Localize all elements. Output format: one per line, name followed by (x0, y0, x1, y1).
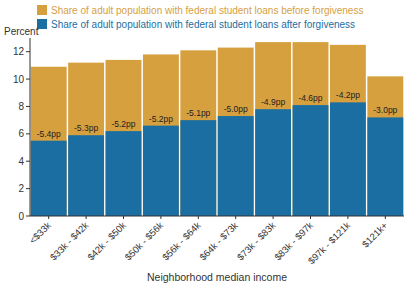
y-tick-label: 0 (18, 211, 24, 222)
x-axis-label: Neighborhood median income (147, 271, 287, 283)
x-tick-label: $50k - $56k (122, 219, 165, 262)
legend: Share of adult population with federal s… (37, 5, 363, 30)
bar (143, 126, 179, 216)
bar (330, 102, 366, 216)
bar (180, 120, 216, 216)
y-tick (26, 51, 30, 52)
legend-swatch (37, 19, 47, 29)
bar (330, 45, 366, 216)
annotation: -4.6pp (298, 93, 322, 103)
bar (180, 50, 216, 216)
annotation: -4.2pp (336, 90, 360, 100)
annotation: -5.3pp (74, 123, 98, 133)
bar (218, 116, 254, 216)
bar (143, 54, 179, 216)
y-tick-label: 12 (13, 46, 25, 57)
x-tick (86, 216, 87, 219)
x-tick-label: $33k - $42k (48, 219, 91, 262)
y-tick (26, 216, 30, 217)
x-tick-label: <$33k (27, 219, 53, 245)
bar (106, 60, 142, 216)
bar (367, 76, 403, 216)
bar (255, 42, 291, 216)
x-tick-label: $97k - $121k (306, 219, 353, 266)
legend-label: Share of adult population with federal s… (51, 5, 363, 16)
legend-label: Share of adult population with federal s… (51, 19, 355, 30)
bar (106, 131, 142, 216)
x-tick-label: $121k+ (360, 219, 390, 249)
x-tick (160, 216, 161, 219)
annotation: -3.0pp (373, 105, 397, 115)
y-tick-label: 8 (18, 101, 24, 112)
chart: Share of adult population with federal s… (0, 0, 408, 288)
x-tick (235, 216, 236, 219)
bar (68, 135, 104, 216)
bar (68, 63, 104, 216)
annotation: -5.4pp (37, 129, 61, 139)
bar (293, 42, 329, 216)
x-tick-label: $73k - $83k (235, 219, 278, 262)
y-tick (26, 161, 30, 162)
x-tick-label: $56k - $64k (160, 219, 203, 262)
bar (255, 109, 291, 216)
x-tick-label: $64k - $73k (197, 219, 240, 262)
x-tick (347, 216, 348, 219)
y-tick-label: 6 (18, 128, 24, 139)
x-tick (273, 216, 274, 219)
x-tick (198, 216, 199, 219)
x-tick (48, 216, 49, 219)
y-tick (26, 133, 30, 134)
bar (31, 67, 67, 216)
annotation: -4.9pp (261, 97, 285, 107)
y-tick (26, 188, 30, 189)
bar (367, 117, 403, 216)
x-tick (310, 216, 311, 219)
x-tick (123, 216, 124, 219)
bar (218, 48, 254, 216)
annotation: -5.2pp (149, 114, 173, 124)
y-tick (26, 79, 30, 80)
y-tick-label: 2 (18, 183, 24, 194)
y-axis-label: Percent (4, 26, 39, 37)
bars (31, 42, 404, 216)
annotation: -5.0pp (224, 104, 248, 114)
bar (31, 141, 67, 216)
bar (293, 105, 329, 216)
y-axis (30, 38, 31, 216)
annotation: -5.2pp (111, 119, 135, 129)
annotation: -5.1pp (186, 108, 210, 118)
legend-swatch (37, 5, 47, 15)
y-tick-label: 10 (13, 74, 25, 85)
y-tick (26, 106, 30, 107)
x-tick-label: $42k - $50k (85, 219, 128, 262)
x-tick (385, 216, 386, 219)
y-tick-label: 4 (18, 156, 24, 167)
